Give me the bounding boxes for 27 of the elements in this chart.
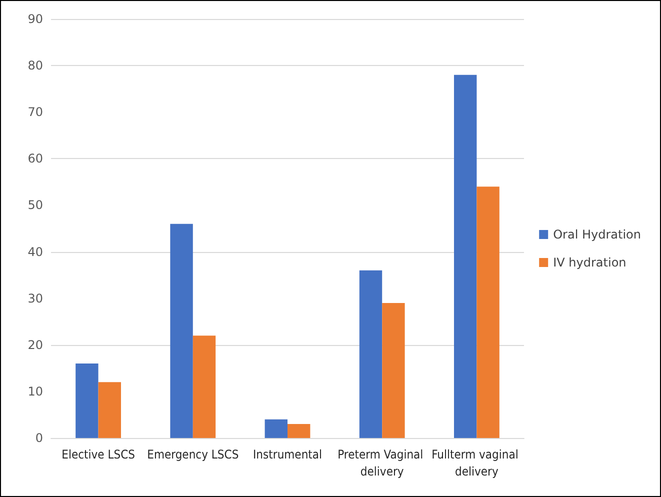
bar — [288, 424, 310, 438]
y-tick-label: 20 — [28, 338, 43, 352]
x-tick-label: Preterm Vaginal delivery — [338, 448, 427, 478]
y-tick-label: 60 — [28, 152, 43, 166]
y-tick-label: 10 — [28, 384, 43, 398]
y-tick-label: 50 — [28, 198, 43, 212]
bar — [170, 224, 193, 438]
y-tick-label: 0 — [35, 431, 43, 445]
bar — [359, 270, 382, 438]
x-tick-label: Elective LSCS — [62, 448, 136, 462]
bar — [98, 382, 122, 438]
y-tick-label: 80 — [28, 58, 43, 73]
bar — [382, 302, 405, 438]
y-tick-label: 90 — [28, 12, 43, 26]
legend-label: Oral Hydration — [553, 228, 642, 242]
bar — [454, 74, 477, 438]
bar — [76, 364, 98, 438]
bar — [476, 186, 500, 438]
y-tick-label: 70 — [28, 105, 43, 120]
x-tick-label: Fullterm vaginal delivery — [432, 448, 522, 478]
bar — [264, 419, 288, 438]
x-tick-label: Instrumental — [252, 448, 322, 462]
legend-label: IV hydration — [553, 256, 626, 270]
x-tick-label: Emergency LSCS — [147, 448, 239, 462]
bar — [192, 336, 216, 438]
y-tick-label: 30 — [28, 291, 43, 306]
y-tick-label: 40 — [28, 244, 43, 259]
